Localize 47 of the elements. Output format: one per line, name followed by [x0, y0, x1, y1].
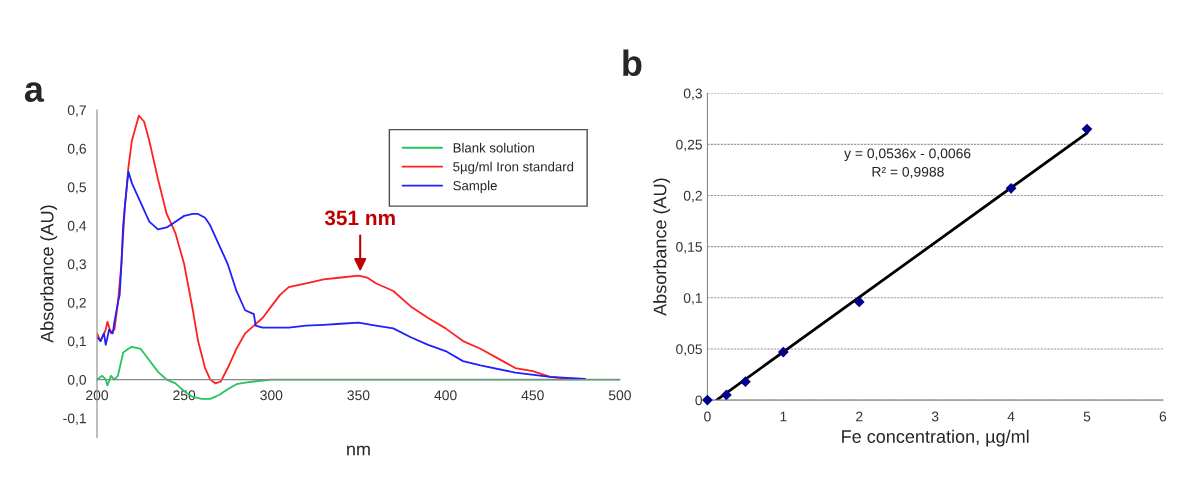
x-tick-label: 200	[86, 390, 109, 401]
legend-label: Sample	[453, 180, 497, 193]
y-tick-label: 0,5	[67, 182, 87, 194]
y-tick-label: 0,15	[676, 241, 702, 254]
point	[740, 376, 751, 388]
x-tick-label: 350	[347, 390, 370, 401]
annotation: 351 nm	[324, 210, 395, 226]
y-tick-label: 0,0	[67, 374, 87, 387]
x-axis-title: Fe concentration, µg/ml	[842, 429, 1029, 447]
y-tick-label: 0,1	[683, 293, 702, 305]
annotation: y = 0,0536x - 0,0066	[844, 148, 971, 162]
point	[777, 346, 789, 358]
x-tick-label: 1	[780, 411, 787, 422]
legend-label: Blank solution	[453, 142, 534, 153]
point	[1081, 123, 1093, 135]
point	[702, 394, 713, 406]
y-tick-label: 0,7	[67, 105, 86, 117]
y-tick-label: 0,4	[67, 220, 87, 233]
x-tick-label: 400	[434, 390, 457, 401]
y-axis-title: Absorbance (AU)	[40, 205, 58, 343]
x-tick-label: 300	[260, 390, 283, 401]
x-tick-label: 6	[1159, 411, 1167, 422]
chart-title: b	[623, 49, 642, 77]
y-tick-label: 0,05	[676, 344, 702, 356]
x-axis-title: nm	[347, 445, 370, 456]
y-tick-label: 0,6	[67, 143, 86, 156]
annotation: R² = 0,9988	[872, 166, 944, 179]
x-tick-label: 5	[1083, 411, 1091, 422]
y-tick-label: -0,1	[63, 413, 86, 425]
y-tick-label: 0,3	[683, 88, 702, 101]
x-tick-label: 450	[521, 390, 544, 401]
point	[853, 296, 865, 308]
y-tick-label: 0,2	[67, 297, 86, 310]
x-tick-label: 3	[931, 411, 939, 422]
point	[721, 389, 732, 401]
y-tick-label: 0,1	[67, 336, 86, 348]
x-tick-label: 2	[856, 411, 863, 422]
point	[1005, 182, 1017, 194]
y-tick-label: 0,2	[683, 190, 702, 203]
legend-label: 5µg/ml Iron standard	[453, 161, 574, 175]
x-tick-label: 500	[608, 390, 631, 401]
y-axis-title: Absorbance (AU)	[653, 178, 670, 316]
y-tick-label: 0,3	[67, 259, 86, 271]
y-tick-label: 0,25	[676, 139, 702, 152]
chart-title: a	[24, 82, 45, 102]
x-tick-label: 4	[1007, 411, 1015, 422]
x-tick-label: 0	[704, 411, 711, 422]
